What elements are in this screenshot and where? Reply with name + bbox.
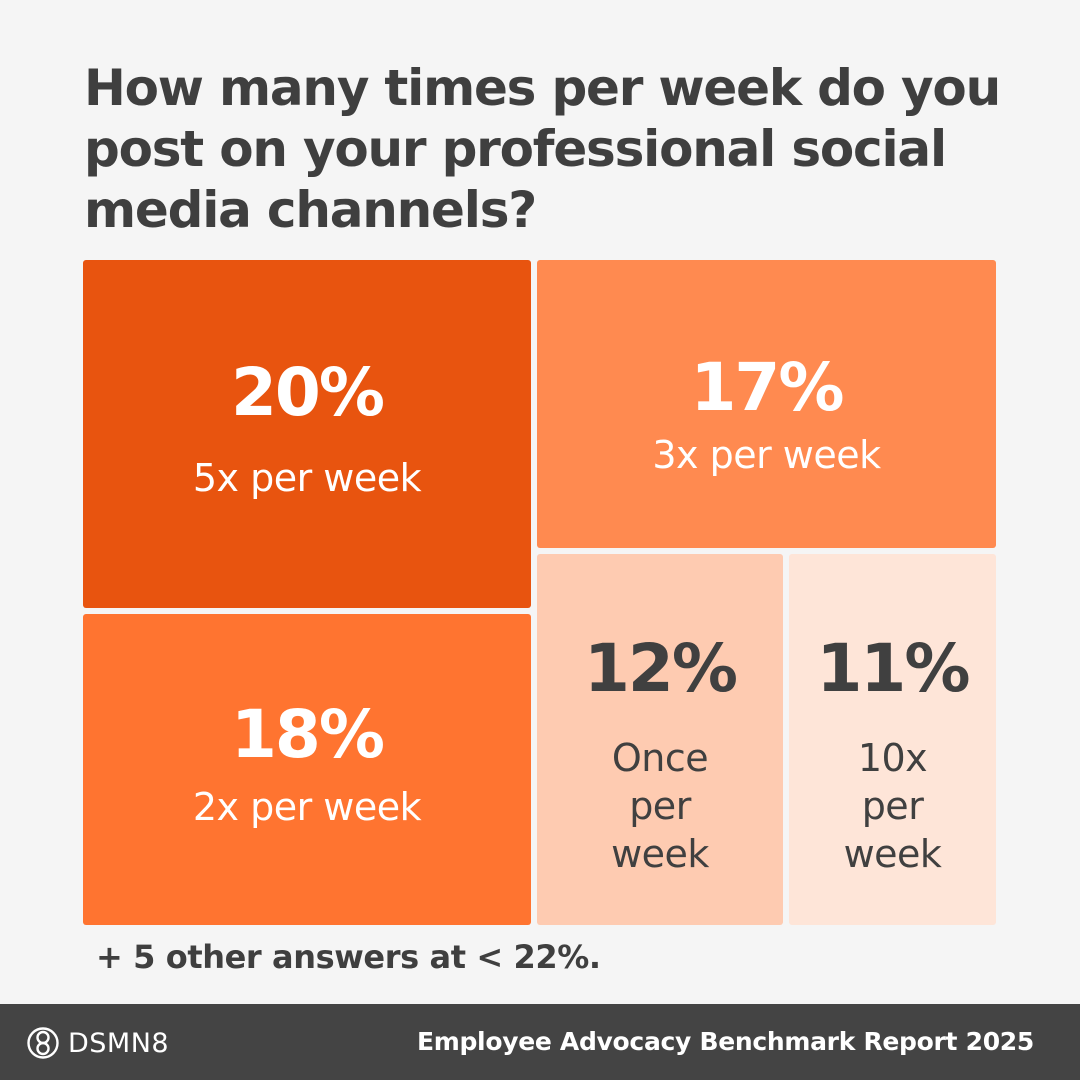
dsmn8-logo-icon bbox=[27, 1027, 59, 1059]
tile-value-label: 12% bbox=[584, 630, 738, 707]
tile-category-label: 5x per week bbox=[192, 456, 422, 500]
tile-value-label: 20% bbox=[231, 354, 385, 431]
chart-title: How many times per week do you post on y… bbox=[84, 59, 1001, 239]
report-title: Employee Advocacy Benchmark Report 2025 bbox=[416, 1027, 1034, 1056]
treemap-tile: 20% 5x per week bbox=[83, 260, 531, 608]
treemap-tile: 12% Once per week bbox=[537, 554, 783, 925]
tile-value-label: 18% bbox=[231, 696, 385, 773]
treemap-tile: 18% 2x per week bbox=[83, 614, 531, 925]
tile-category-label: Once per week bbox=[611, 736, 709, 876]
tile-category-label: 3x per week bbox=[652, 433, 881, 477]
brand: DSMN8 bbox=[26, 1026, 169, 1060]
treemap-tile: 11% 10x per week bbox=[789, 554, 996, 925]
tile-category-label: 2x per week bbox=[192, 785, 422, 829]
tile-value-label: 11% bbox=[816, 630, 971, 707]
brand-name: DSMN8 bbox=[68, 1027, 170, 1059]
tile-category-label: 10x per week bbox=[843, 736, 942, 876]
footer-bar: DSMN8 Employee Advocacy Benchmark Report… bbox=[0, 1004, 1080, 1080]
footnote: + 5 other answers at < 22%. bbox=[96, 938, 601, 976]
treemap-tile: 17% 3x per week bbox=[537, 260, 996, 548]
tile-value-label: 17% bbox=[690, 349, 845, 426]
